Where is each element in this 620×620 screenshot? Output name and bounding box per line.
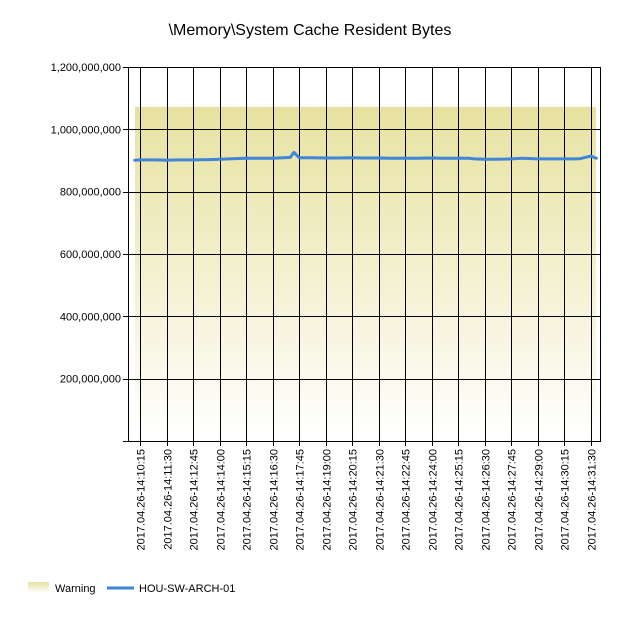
y-tick-label: 1,200,000,000 (51, 62, 121, 74)
x-tick-label: 2017.04.26-14:21:30 (375, 449, 387, 551)
y-tick-label: 600,000,000 (60, 249, 121, 261)
x-tick-label: 2017.04.26-14:26:30 (481, 449, 493, 551)
x-tick-label: 2017.04.26-14:27:45 (507, 449, 519, 551)
series-line (133, 150, 598, 162)
x-tick-label: 2017.04.26-14:17:45 (295, 449, 307, 551)
x-tick-label: 2017.04.26-14:30:15 (560, 449, 572, 551)
x-tick-label: 2017.04.26-14:24:00 (428, 449, 440, 551)
warning-band (135, 106, 596, 441)
chart-title: \Memory\System Cache Resident Bytes (169, 22, 452, 39)
x-tick-label: 2017.04.26-14:16:30 (269, 449, 281, 551)
legend-series-label: HOU-SW-ARCH-01 (139, 583, 235, 595)
y-tick-label: 800,000,000 (60, 187, 121, 199)
x-tick-label: 2017.04.26-14:29:00 (534, 449, 546, 551)
x-tick-label: 2017.04.26-14:10:15 (136, 449, 148, 551)
x-tick-label: 2017.04.26-14:19:00 (322, 449, 334, 551)
x-tick-label: 2017.04.26-14:20:15 (348, 449, 360, 551)
y-tick-label: 1,000,000,000 (51, 124, 121, 136)
x-tick-label: 2017.04.26-14:31:30 (587, 449, 599, 551)
x-tick-label: 2017.04.26-14:22:45 (401, 449, 413, 551)
x-tick-label: 2017.04.26-14:11:30 (163, 449, 175, 550)
x-tick-label: 2017.04.26-14:14:00 (216, 449, 228, 551)
legend-warning-swatch (28, 582, 49, 593)
y-tick-label: 200,000,000 (60, 374, 121, 386)
legend: Warning HOU-SW-ARCH-01 (28, 582, 235, 595)
legend-warning-label: Warning (55, 583, 96, 595)
x-tick-label: 2017.04.26-14:12:45 (189, 449, 201, 551)
plot-area: 200,000,000 400,000,000 600,000,000 800,000… (51, 62, 601, 551)
y-tick-label: 400,000,000 (60, 311, 121, 323)
x-tick-label: 2017.04.26-14:15:15 (242, 449, 254, 551)
x-tick-label: 2017.04.26-14:25:15 (454, 449, 466, 551)
